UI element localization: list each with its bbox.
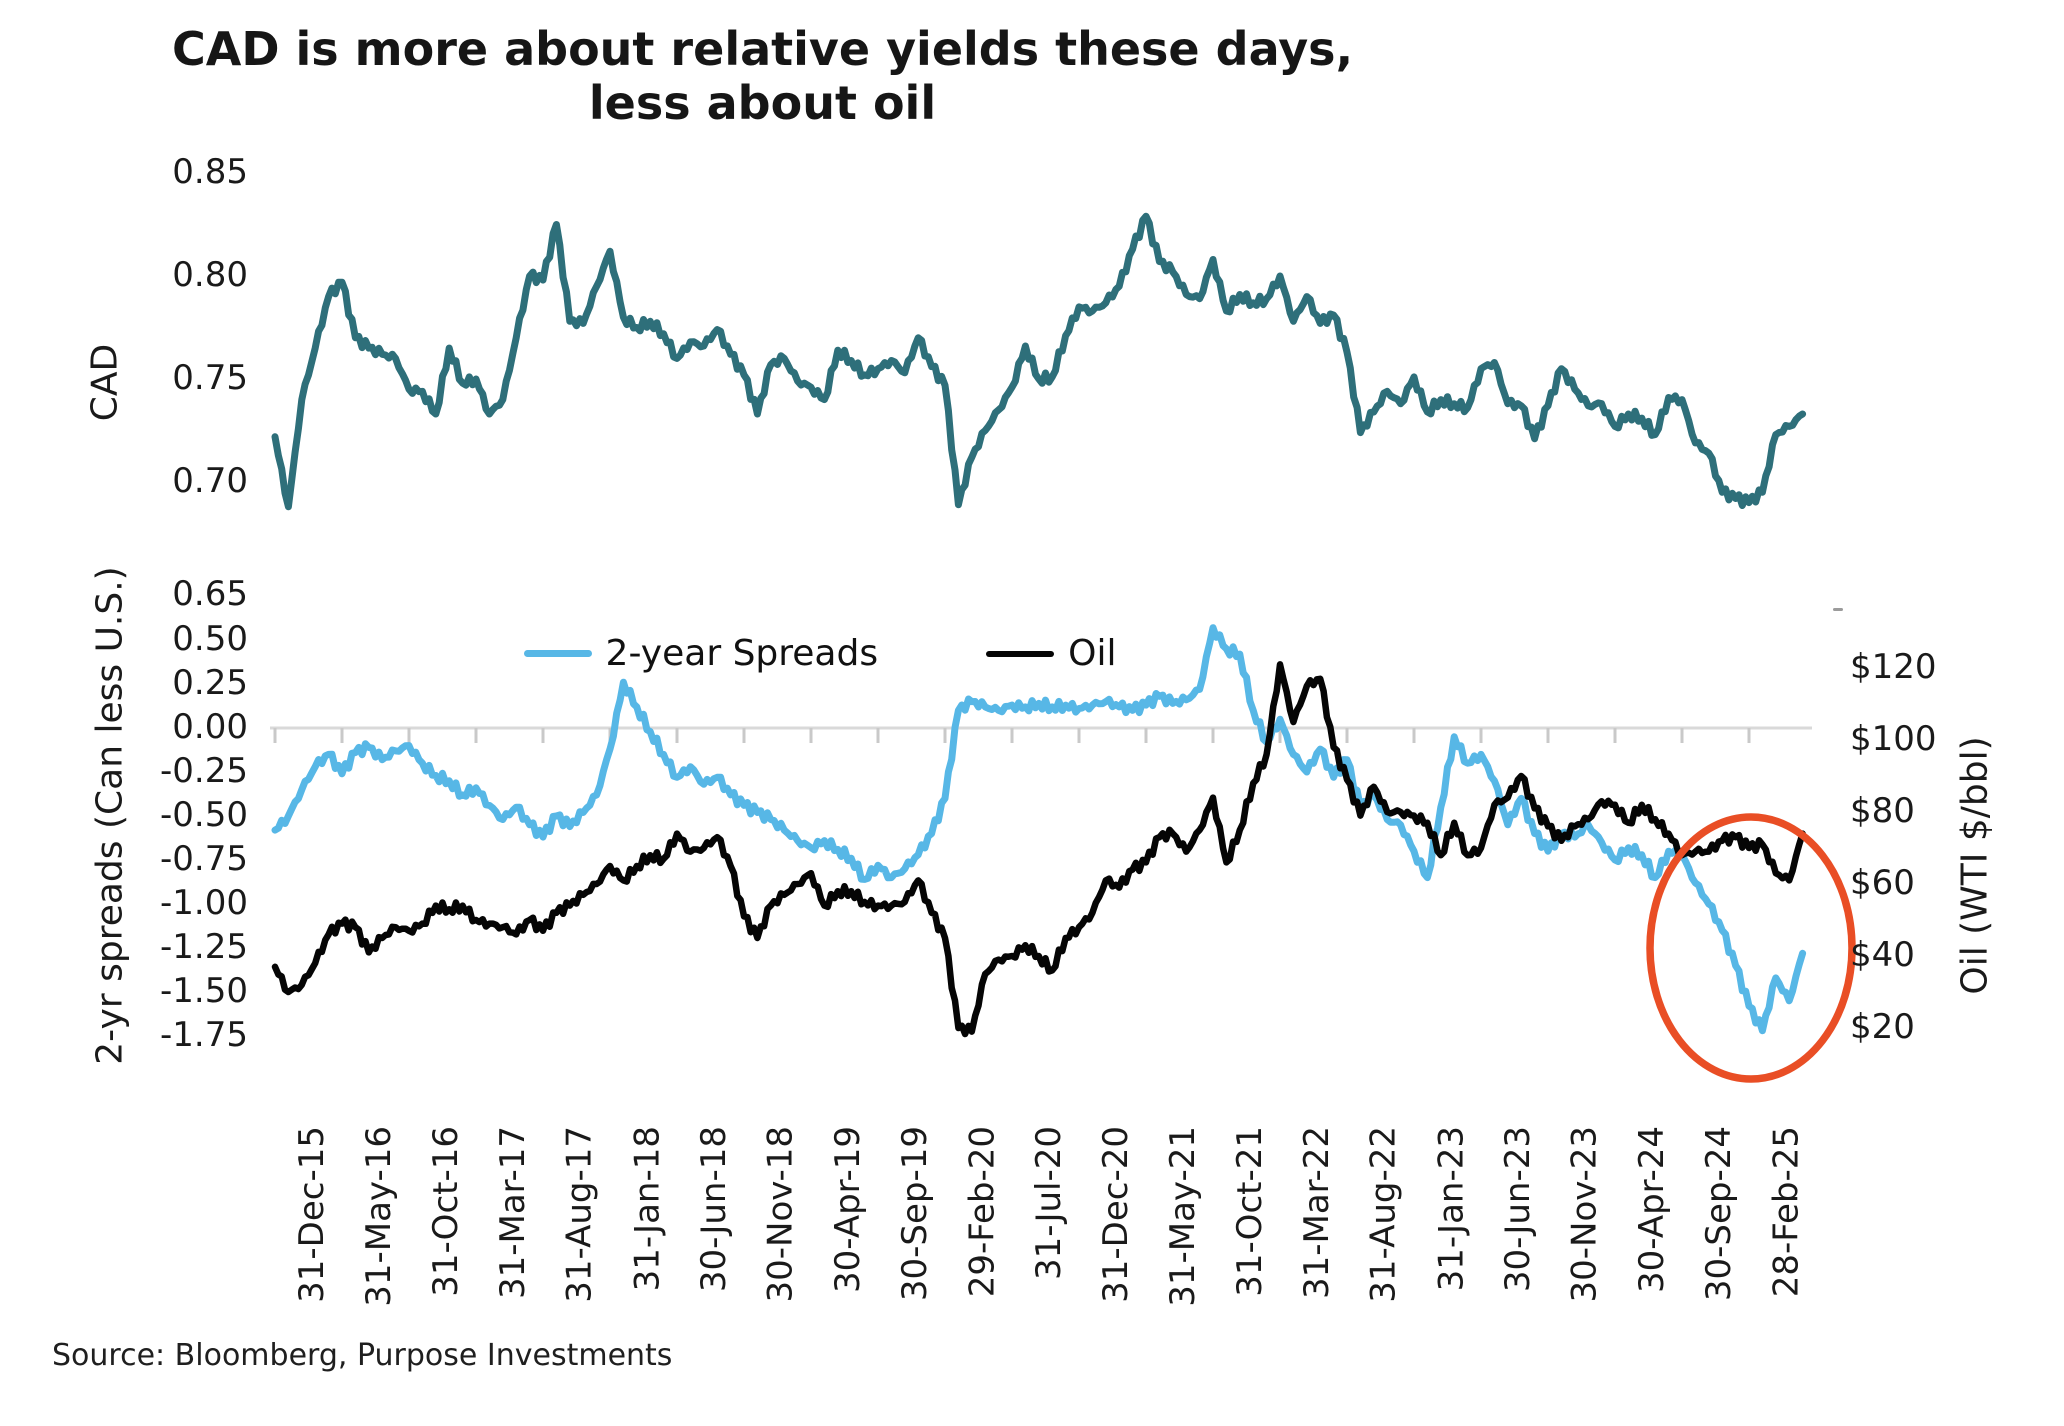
x-tick-label: 31-Oct-21 <box>1230 1126 1270 1297</box>
legend-spreads-label: 2-year Spreads <box>605 633 879 674</box>
x-tick-label: 31-May-16 <box>359 1126 399 1307</box>
spread-y-tick-label: 0.50 <box>172 619 248 659</box>
x-tick-label: 30-Sep-19 <box>895 1126 935 1302</box>
oil-y-tick-label: $60 <box>1850 863 1915 903</box>
legend-oil-label: Oil <box>1068 633 1117 674</box>
spread-y-tick-label: 0.25 <box>172 663 248 703</box>
x-tick-label: 31-Mar-22 <box>1297 1126 1337 1300</box>
legend-oil-swatch <box>986 650 1055 657</box>
x-tick-label: 30-Jun-18 <box>694 1126 734 1293</box>
cad-y-tick-label: 0.70 <box>172 461 248 501</box>
x-tick-label: 31-Mar-17 <box>493 1126 533 1300</box>
x-tick-label: 31-Aug-22 <box>1364 1126 1404 1303</box>
x-tick-label: 31-May-21 <box>1163 1126 1203 1307</box>
spread-y-tick-label: -0.50 <box>160 795 248 835</box>
oil-y-tick-label: $100 <box>1850 719 1937 759</box>
spread-y-tick-label: -1.00 <box>160 883 248 923</box>
oil-y-tick-label: $80 <box>1850 791 1915 831</box>
spread-y-tick-label: 0.00 <box>172 707 248 747</box>
spread-y-tick-label: -1.75 <box>160 1015 248 1055</box>
x-tick-label: 30-Sep-24 <box>1699 1126 1739 1302</box>
x-tick-label: 29-Feb-20 <box>962 1126 1002 1298</box>
spread-y-tick-label: -1.50 <box>160 971 248 1011</box>
x-tick-label: 31-Jul-20 <box>1029 1126 1069 1280</box>
spreads-line <box>271 624 1807 1035</box>
x-tick-label: 30-Apr-24 <box>1632 1126 1672 1293</box>
highlight-ellipse <box>1646 813 1856 1083</box>
x-tick-label: 28-Feb-25 <box>1766 1126 1806 1298</box>
source-note: Source: Bloomberg, Purpose Investments <box>52 1338 673 1373</box>
x-tick-label: 30-Nov-23 <box>1565 1126 1605 1303</box>
spread-y-tick-label: -0.25 <box>160 751 248 791</box>
cad-y-tick-label: 0.75 <box>172 358 248 398</box>
x-tick-label: 31-Aug-17 <box>560 1126 600 1303</box>
cad-line <box>271 212 1807 511</box>
oil-y-tick-label: $20 <box>1850 1007 1915 1047</box>
chart-title: CAD is more about relative yields these … <box>171 22 1354 131</box>
x-tick-label: 31-Jan-23 <box>1431 1126 1471 1292</box>
legend-spreads-swatch <box>523 650 592 657</box>
x-tick-label: 31-Jan-18 <box>627 1126 667 1292</box>
cad-y-tick-label: 0.80 <box>172 255 248 295</box>
oil-y-tick-label: $40 <box>1850 935 1915 975</box>
oil-y-tick-label: $120 <box>1850 647 1937 687</box>
oil-line <box>271 661 1806 1038</box>
x-tick-label: 30-Apr-19 <box>828 1126 868 1293</box>
x-tick-label: 31-Dec-15 <box>292 1126 332 1303</box>
spread-y-tick-label: -1.25 <box>160 927 248 967</box>
spread-y-tick-label: 0.65 <box>172 574 248 614</box>
spread-y-tick-label: -0.75 <box>160 839 248 879</box>
x-tick-label: 30-Nov-18 <box>761 1126 801 1303</box>
legend: 2-year Spreads Oil <box>270 633 1370 674</box>
x-tick-label: 31-Dec-20 <box>1096 1126 1136 1303</box>
x-tick-label: 31-Oct-16 <box>426 1126 466 1297</box>
cad-y-tick-label: 0.85 <box>172 152 248 192</box>
stray-mark <box>1833 608 1843 611</box>
x-tick-label: 30-Jun-23 <box>1498 1126 1538 1293</box>
